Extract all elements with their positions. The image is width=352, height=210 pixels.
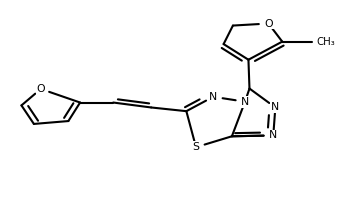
Text: N: N [271, 102, 279, 113]
Text: S: S [193, 142, 200, 152]
Text: N: N [241, 97, 249, 107]
Text: CH₃: CH₃ [316, 37, 335, 47]
Text: O: O [264, 18, 273, 29]
Text: O: O [37, 84, 45, 94]
Text: N: N [209, 92, 218, 102]
Text: N: N [269, 130, 277, 140]
